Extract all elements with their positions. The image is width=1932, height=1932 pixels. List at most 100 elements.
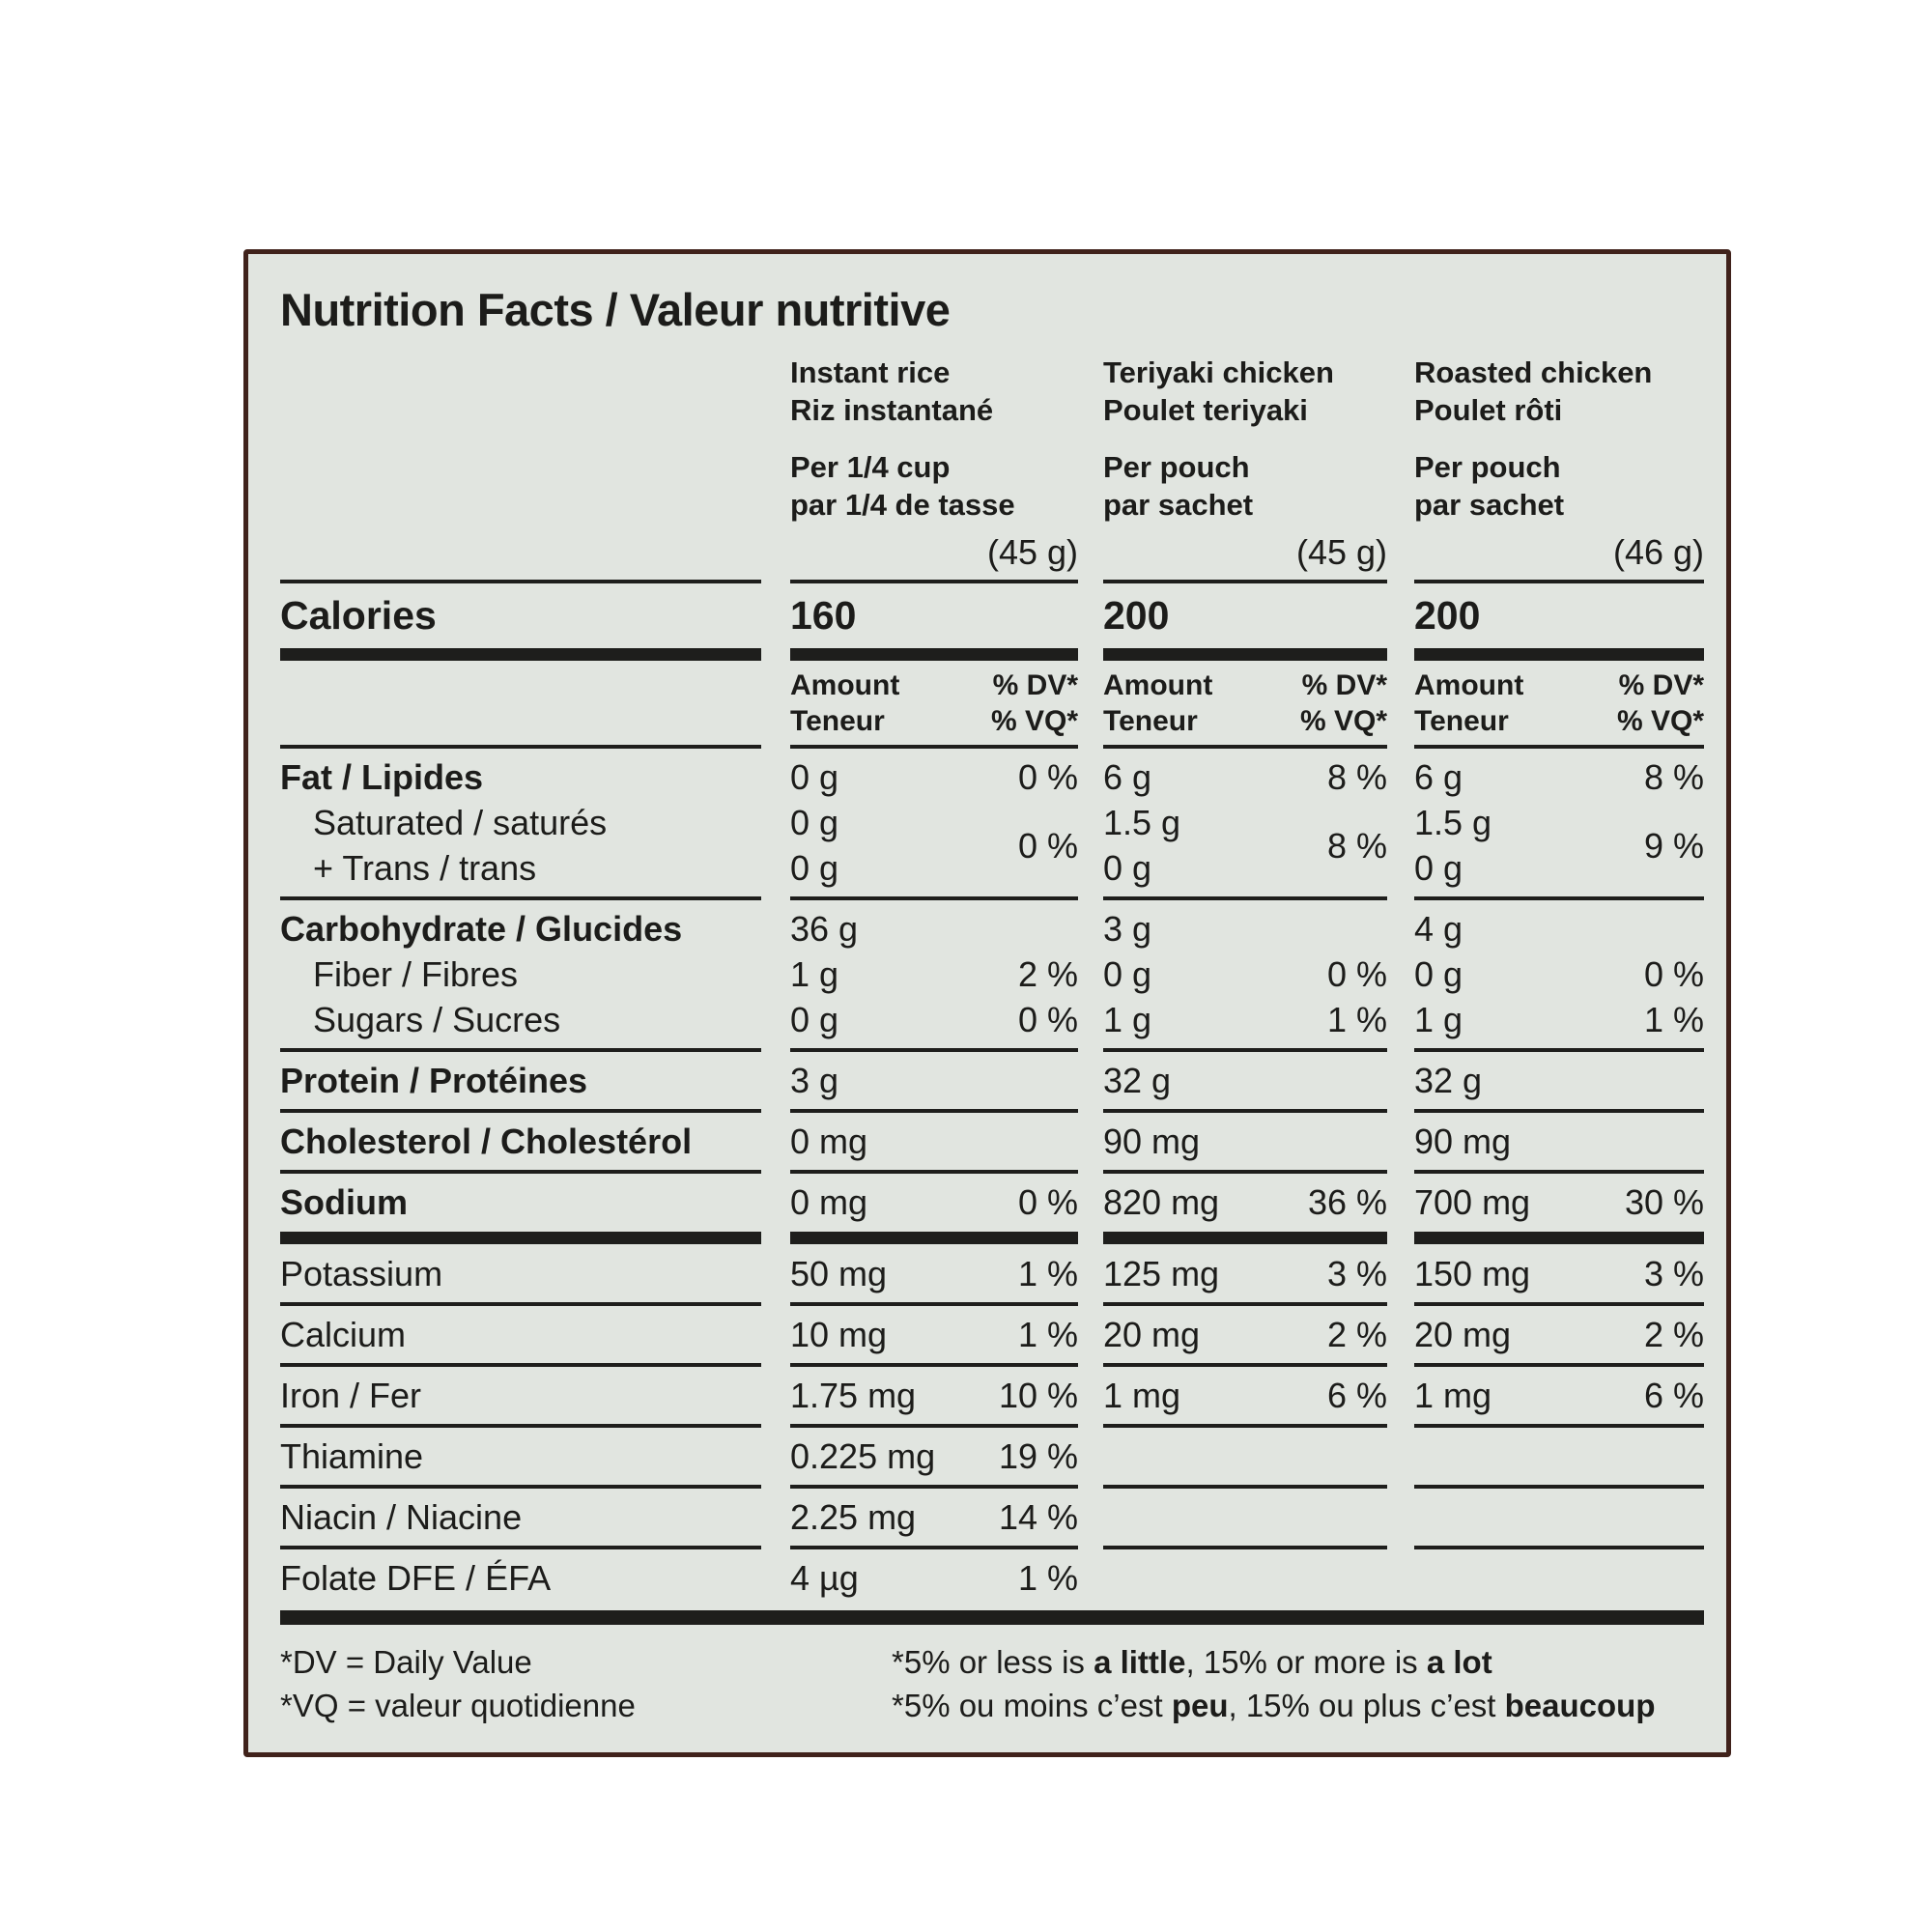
- rule-segment: [280, 1363, 761, 1367]
- rule-segment: [1414, 648, 1704, 661]
- dv-value: 0 %: [1017, 1182, 1078, 1222]
- separator-thin-col1: [790, 1302, 1078, 1306]
- gutter: [1078, 1179, 1103, 1225]
- rule-segment: [280, 1232, 761, 1244]
- amount-value: 0 g: [790, 803, 839, 842]
- rule-segment: [790, 1302, 1078, 1306]
- serving-en: Per pouch: [1103, 450, 1250, 484]
- gutter: [761, 745, 790, 749]
- dv-value: 30 %: [1624, 1182, 1704, 1222]
- gutter: [1078, 754, 1103, 800]
- row-fat-col3: 6 g 8 %: [1414, 754, 1704, 800]
- gutter: [1078, 1119, 1103, 1164]
- row-calcium-label: Calcium: [280, 1315, 407, 1354]
- dv-value: 0 %: [1326, 954, 1387, 994]
- separator-thin-col3: [1414, 1302, 1704, 1306]
- product-name-fr: Poulet rôti: [1414, 393, 1563, 427]
- footnote-bold-term: peu: [1171, 1688, 1229, 1723]
- gutter: [1078, 589, 1103, 641]
- gutter: [1078, 1546, 1103, 1549]
- gutter: [761, 1434, 790, 1479]
- gutter: [761, 896, 790, 900]
- rule-segment: [1103, 1363, 1387, 1367]
- rule-segment: [790, 1048, 1078, 1052]
- gutter: [1078, 1109, 1103, 1113]
- calories-value: 200: [1414, 593, 1481, 638]
- rule-segment: [1414, 1363, 1704, 1367]
- product-header: Instant rice Riz instantané Teriyaki chick…: [280, 354, 1704, 429]
- gutter: [1078, 648, 1103, 661]
- amount-header-fr: Teneur: [1103, 705, 1198, 737]
- calories-value: 200: [1103, 593, 1170, 638]
- row-folate-col3: [1414, 1555, 1704, 1601]
- footnote-dv-scale: *5% or less is a little, 15% or more is …: [892, 1640, 1704, 1727]
- separator-thin-col1: [790, 1048, 1078, 1052]
- row-fiber: Fiber / Fibres 1 g 2 % 0 g 0 % 0 g 0 %: [280, 952, 1704, 997]
- amount-header-fr: Teneur: [1414, 705, 1509, 737]
- separator-thin: [280, 1170, 1704, 1174]
- separator-thick-col3: [1414, 1232, 1704, 1244]
- gutter: [1078, 580, 1103, 583]
- row-iron-col3: 1 mg 6 %: [1414, 1373, 1704, 1418]
- product-header-col1: Instant rice Riz instantané: [790, 354, 1078, 429]
- gutter: [1387, 906, 1414, 952]
- amount-value: 4 µg: [790, 1558, 859, 1598]
- row-carbohydrate-col2: 3 g: [1103, 906, 1387, 952]
- row-folate-col2: [1103, 1555, 1387, 1601]
- gutter: [761, 589, 790, 641]
- gutter: [1387, 448, 1414, 524]
- separator-thick-col3: [1414, 648, 1704, 661]
- rule-segment: [1103, 1232, 1387, 1244]
- gutter: [1078, 448, 1103, 524]
- row-iron-col2: 1 mg 6 %: [1103, 1373, 1387, 1418]
- amount-value: 125 mg: [1103, 1254, 1220, 1293]
- separator-thin-col1: [790, 580, 1078, 583]
- amount-value: 0 g: [1103, 954, 1152, 994]
- gutter: [1078, 1232, 1103, 1244]
- gutter: [1078, 354, 1103, 429]
- gutter: [1078, 1485, 1103, 1489]
- separator-thin-label: [280, 1170, 761, 1174]
- dv-value: 8 %: [1326, 757, 1387, 797]
- row-niacin-col1: 2.25 mg 14 %: [790, 1494, 1078, 1540]
- separator-thin-col3: [1414, 1485, 1704, 1489]
- gutter: [1387, 1494, 1414, 1540]
- rule-segment: [1103, 1048, 1387, 1052]
- gutter: [761, 1373, 790, 1418]
- calories-value: 160: [790, 593, 857, 638]
- amount-stack: 1.5 g 0 g: [1103, 800, 1180, 891]
- row-sodium: Sodium 0 mg 0 % 820 mg 36 % 700 mg 30 %: [280, 1179, 1704, 1225]
- rule-segment: [1414, 1485, 1704, 1489]
- footnote-text: *5% ou moins c’est: [892, 1688, 1172, 1723]
- rule-segment: [1103, 896, 1387, 900]
- row-cholesterol: Cholesterol / Cholestérol 0 mg 90 mg 90 mg: [280, 1119, 1704, 1164]
- gutter: [1387, 1363, 1414, 1367]
- rule-segment: [1414, 745, 1704, 749]
- serving-weight-label: [280, 524, 761, 574]
- gutter: [761, 1170, 790, 1174]
- gutter: [761, 580, 790, 583]
- amount-value: 6 g: [1414, 757, 1463, 797]
- gutter: [1387, 754, 1414, 800]
- gutter: [761, 1555, 790, 1601]
- rule-segment: [1103, 1485, 1387, 1489]
- amount-value: 0 g: [790, 848, 839, 888]
- row-niacin: Niacin / Niacine 2.25 mg 14 %: [280, 1494, 1704, 1540]
- gutter: [761, 668, 790, 739]
- separator-thin-col3: [1414, 896, 1704, 900]
- rule-segment: [1103, 1302, 1387, 1306]
- rule-segment: [1103, 1109, 1387, 1113]
- gutter: [1387, 354, 1414, 429]
- row-thiamine: Thiamine 0.225 mg 19 %: [280, 1434, 1704, 1479]
- separator-thin-col2: [1103, 1546, 1387, 1549]
- amount-value: 32 g: [1103, 1061, 1172, 1100]
- row-cholesterol-label: Cholesterol / Cholestérol: [280, 1122, 693, 1161]
- row-thiamine-label: Thiamine: [280, 1436, 424, 1476]
- serving-size-col1: Per 1/4 cup par 1/4 de tasse: [790, 448, 1078, 524]
- label-header: Instant rice Riz instantané Teriyaki chick…: [280, 354, 1704, 574]
- rule-segment: [280, 1485, 761, 1489]
- gutter: [1387, 1109, 1414, 1113]
- separator-thin-label: [280, 1546, 761, 1549]
- row-thiamine-col3: [1414, 1434, 1704, 1479]
- separator-thick-col1: [790, 648, 1078, 661]
